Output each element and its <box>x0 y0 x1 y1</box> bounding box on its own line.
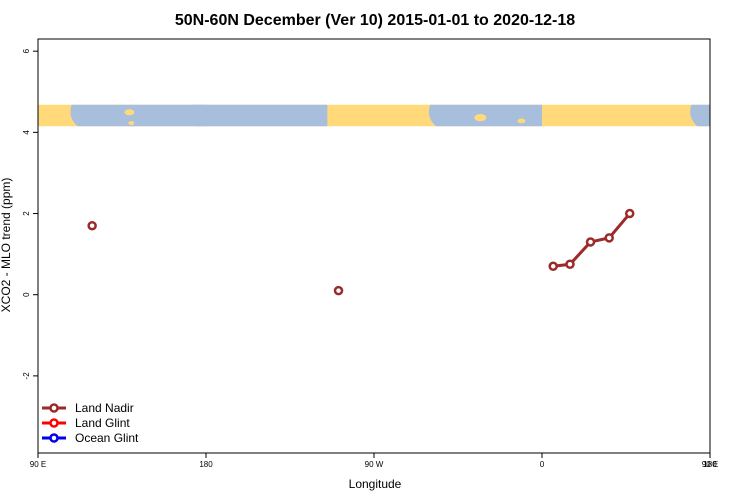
y-tick-label: 6 <box>22 48 31 53</box>
y-axis-label: XCO2 - MLO trend (ppm) <box>0 178 13 313</box>
x-tick-label: 0 <box>540 460 545 469</box>
map-land-patch <box>128 121 135 126</box>
data-point <box>548 261 558 272</box>
x-tick-label: 90 W <box>365 460 384 469</box>
legend-label: Land Nadir <box>75 401 134 415</box>
legend-label: Land Glint <box>75 416 130 430</box>
data-series <box>87 208 635 296</box>
map-land-patch <box>655 119 664 125</box>
x-tick-label: 90 E <box>30 460 46 469</box>
y-tick-label: 0 <box>22 292 31 297</box>
legend-marker <box>49 403 59 413</box>
chart-title: 50N-60N December (Ver 10) 2015-01-01 to … <box>175 12 575 29</box>
plot-frame <box>37 38 711 454</box>
y-tick-label: 2 <box>22 211 31 216</box>
world-map-strip <box>38 104 710 127</box>
y-axis-ticks: -2 0 2 4 6 <box>22 48 38 379</box>
data-point <box>585 237 596 247</box>
legend-marker <box>49 418 59 428</box>
data-point <box>604 233 614 243</box>
data-point <box>333 285 344 296</box>
x-axis-label: Longitude <box>349 477 402 491</box>
map-land-patch <box>474 114 487 122</box>
map-ocean-region <box>189 104 328 127</box>
x-tick-label: 180 <box>199 460 213 469</box>
map-land-patch <box>124 109 135 116</box>
map-ocean-region <box>690 104 710 127</box>
data-point <box>624 208 635 219</box>
x-tick-label: 90 E <box>702 460 718 469</box>
legend-label: Ocean Glint <box>75 431 139 445</box>
map-ocean-region <box>428 104 542 127</box>
map-ocean-region <box>70 104 206 127</box>
map-land-patch <box>517 118 526 124</box>
data-point <box>87 220 97 231</box>
data-point <box>565 259 575 270</box>
legend-marker <box>49 433 59 443</box>
y-tick-label: 4 <box>22 130 31 135</box>
y-tick-label: -2 <box>22 372 31 380</box>
x-tick-label: 180 <box>703 460 717 469</box>
